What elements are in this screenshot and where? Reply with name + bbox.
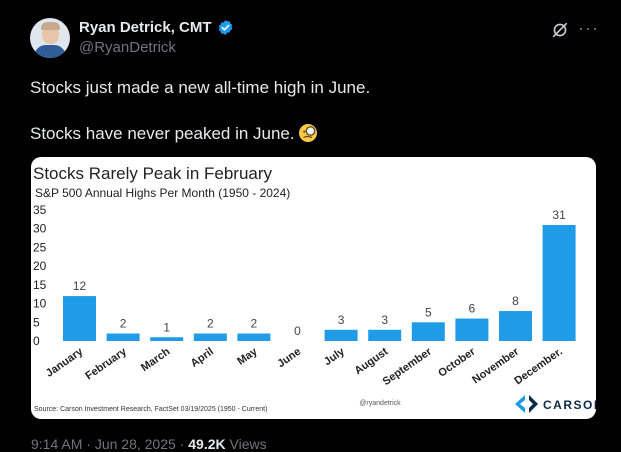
bar-april	[193, 333, 227, 341]
x-tick-label: September	[381, 345, 435, 388]
grok-icon[interactable]	[551, 21, 569, 39]
y-tick-label: 20	[33, 259, 47, 273]
bar-march	[150, 337, 184, 341]
bar-november	[499, 311, 532, 341]
tweet-text-line1: Stocks just made a new all-time high in …	[30, 78, 371, 97]
views-count: 49.2K	[188, 436, 226, 452]
data-label: 2	[120, 317, 127, 331]
bar-july	[324, 329, 358, 341]
x-tick-label: January	[44, 345, 86, 380]
chart-title: Stocks Rarely Peak in February	[33, 164, 273, 183]
data-label: 12	[73, 279, 87, 293]
data-label: 6	[469, 302, 476, 316]
x-tick-label: June	[275, 346, 303, 371]
y-tick-label: 10	[33, 297, 47, 311]
carson-logo-mark	[529, 395, 538, 413]
bar-january	[63, 296, 96, 341]
author-name[interactable]: Ryan Detrick, CMT	[79, 19, 212, 36]
carson-brand: CARSON	[543, 398, 596, 412]
data-label: 3	[338, 313, 345, 327]
author-avatar[interactable]	[30, 18, 70, 58]
y-tick-label: 5	[33, 315, 40, 329]
data-label: 2	[207, 317, 214, 331]
x-tick-label: May	[235, 345, 260, 368]
x-tick-label: April	[189, 346, 216, 370]
data-label: 2	[251, 317, 258, 331]
y-tick-label: 25	[33, 240, 47, 254]
data-label: 0	[294, 324, 301, 338]
bar-september	[411, 322, 445, 341]
bar-october	[455, 318, 489, 341]
more-icon[interactable]: ···	[578, 18, 599, 38]
tweet-date[interactable]: Jun 28, 2025	[94, 436, 176, 452]
footer-separator-2: ·	[179, 436, 185, 452]
chart-source: Source: Carson Investment Research, Fact…	[34, 406, 267, 413]
x-tick-label: February	[83, 345, 129, 382]
data-label: 5	[425, 305, 432, 319]
magnifying-glass-emoji	[298, 124, 317, 142]
y-tick-label: 35	[33, 203, 47, 217]
y-tick-label: 15	[33, 278, 47, 292]
data-label: 3	[381, 313, 388, 327]
bar-february	[106, 333, 140, 341]
y-tick-label: 0	[33, 334, 40, 348]
views-label: Views	[229, 436, 267, 452]
tweet-time[interactable]: 9:14 AM	[31, 436, 83, 452]
bar-august	[368, 329, 402, 341]
tweet-footer: 9:14 AM · Jun 28, 2025 · 49.2K Views	[31, 436, 267, 452]
chart-card[interactable]: Stocks Rarely Peak in February S&P 500 An…	[31, 157, 596, 419]
x-tick-label: July	[322, 345, 348, 368]
bar-december	[542, 224, 576, 341]
verified-badge-icon[interactable]	[217, 19, 234, 36]
footer-separator: ·	[86, 436, 91, 452]
avatar-shirt	[34, 45, 66, 58]
carson-logo-icon	[515, 395, 525, 413]
avatar-hair	[41, 22, 60, 30]
x-tick-label: December.	[512, 346, 564, 388]
chart-watermark: @ryandetrick	[359, 400, 401, 407]
data-label: 1	[163, 320, 170, 334]
author-name-line: Ryan Detrick, CMT	[79, 19, 234, 36]
tweet-text-line2: Stocks have never peaked in June.	[30, 123, 318, 144]
bar-may	[237, 333, 271, 341]
data-label: 31	[552, 208, 566, 222]
tweet-text-line2-text: Stocks have never peaked in June.	[30, 124, 295, 143]
data-label: 8	[512, 294, 519, 308]
x-tick-label: March	[139, 345, 173, 374]
author-handle[interactable]: @RyanDetrick	[79, 39, 176, 56]
chart-subtitle: S&P 500 Annual Highs Per Month (1950 - 2…	[35, 186, 290, 200]
y-tick-label: 30	[33, 222, 47, 236]
x-tick-label: August	[352, 345, 390, 377]
chart-svg: Stocks Rarely Peak in February S&P 500 An…	[33, 164, 596, 413]
